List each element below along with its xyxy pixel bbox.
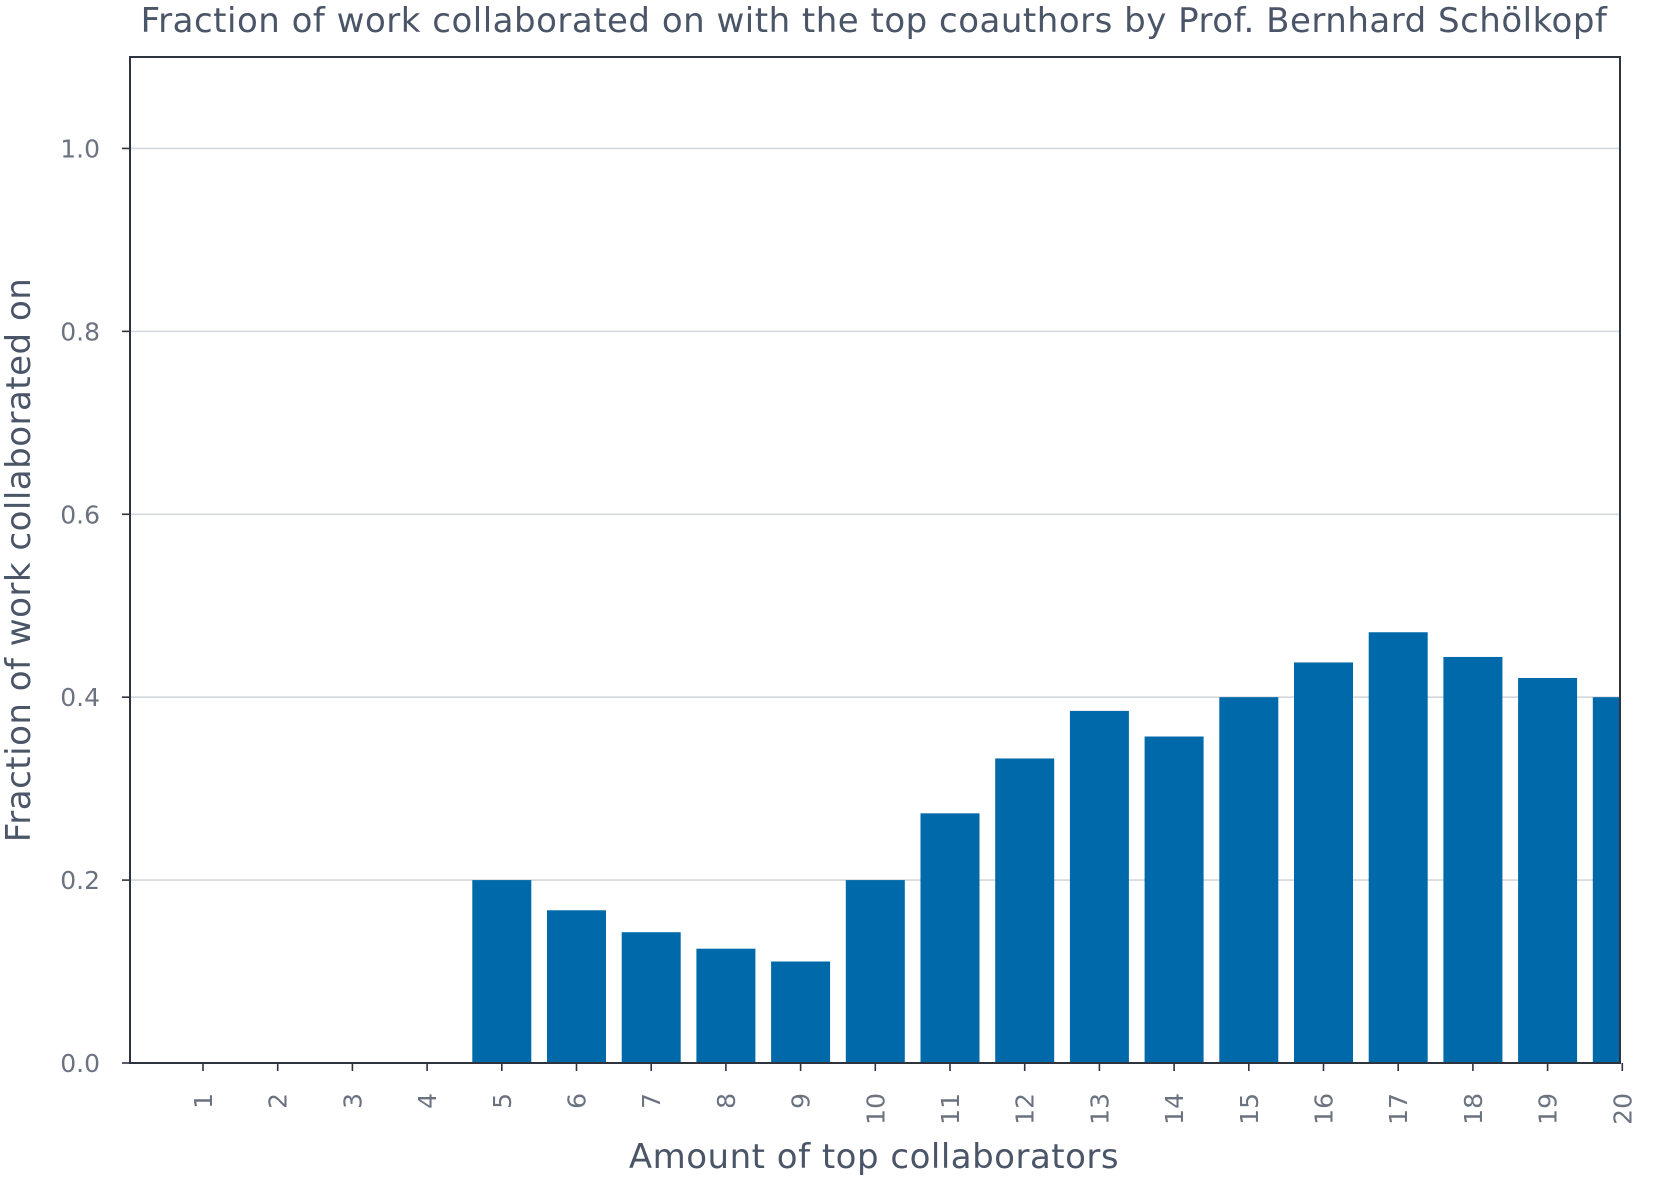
bar-13 (1069, 710, 1129, 1063)
bar-layer (472, 632, 1620, 1063)
bar-10 (845, 880, 905, 1063)
bar-20 (1592, 697, 1620, 1063)
bar-8 (696, 948, 756, 1063)
x-axis: 1 2 3 4 5 6 7 8 9 10 11 12 13 14 15 16 17 18 19 20 (189, 1063, 1637, 1125)
x-tick-label: 16 (1310, 1093, 1339, 1125)
bar-14 (1144, 736, 1204, 1063)
y-tick-label: 0.2 (60, 866, 100, 895)
x-tick-label: 17 (1384, 1093, 1413, 1125)
x-tick-label: 2 (264, 1093, 293, 1109)
y-tick-label: 0.4 (60, 683, 100, 712)
y-tick-label: 0.0 (60, 1049, 100, 1078)
x-tick-label: 18 (1459, 1093, 1488, 1125)
x-tick-label: 4 (413, 1093, 442, 1109)
y-tick-label: 1.0 (60, 134, 100, 163)
bar-16 (1294, 662, 1353, 1063)
x-tick-label: 10 (861, 1093, 890, 1125)
bar-5 (472, 880, 532, 1063)
y-tick-label: 0.6 (60, 500, 100, 529)
x-tick-label: 9 (787, 1093, 816, 1109)
x-tick-label: 13 (1085, 1093, 1114, 1125)
x-tick-label: 11 (936, 1093, 965, 1125)
bar-12 (995, 758, 1055, 1063)
x-tick-label: 6 (563, 1093, 592, 1109)
y-axis-label: Fraction of work collaborated on (0, 278, 39, 843)
bar-6 (547, 910, 606, 1063)
x-tick-label: 8 (712, 1093, 741, 1109)
bar-7 (621, 932, 681, 1063)
x-tick-label: 1 (189, 1093, 218, 1109)
bar-19 (1518, 677, 1578, 1063)
bar-11 (920, 813, 980, 1063)
bar-17 (1368, 632, 1428, 1063)
x-tick-label: 20 (1608, 1093, 1637, 1125)
bar-9 (771, 961, 831, 1063)
x-tick-label: 15 (1235, 1093, 1264, 1125)
x-tick-label: 7 (637, 1093, 666, 1109)
x-tick-label: 19 (1534, 1093, 1563, 1125)
x-tick-label: 3 (338, 1093, 367, 1109)
x-tick-label: 14 (1160, 1093, 1189, 1125)
x-tick-label: 12 (1011, 1093, 1040, 1125)
chart-title: Fraction of work collaborated on with th… (141, 1, 1608, 41)
x-axis-label: Amount of top collaborators (629, 1137, 1119, 1177)
bar-18 (1443, 656, 1503, 1063)
bar-15 (1219, 697, 1279, 1063)
y-tick-label: 0.8 (60, 317, 100, 346)
y-axis: 0.0 0.2 0.4 0.6 0.8 1.0 (60, 134, 130, 1078)
x-tick-label: 5 (488, 1093, 517, 1109)
